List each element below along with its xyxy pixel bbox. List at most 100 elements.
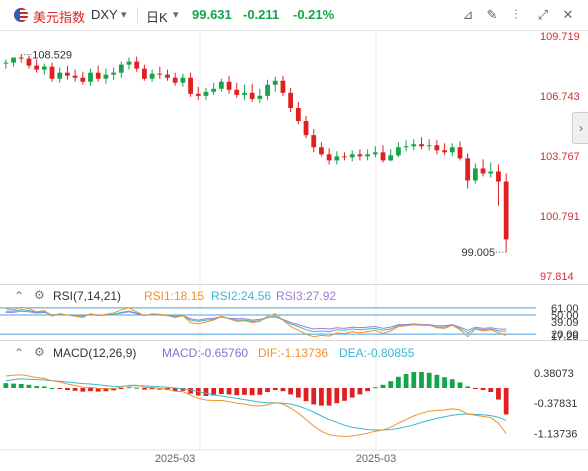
macd-histogram-bar [442,377,447,388]
macd-histogram-bar [118,388,124,389]
candle-body [57,72,63,79]
candle-body [26,58,32,66]
candle-body [434,145,440,151]
macd-histogram-bar [465,386,471,388]
candle-body [265,84,270,96]
macd-axis-label: -0.37831 [534,398,577,410]
macd-histogram-bar [49,388,55,389]
candle-body [449,147,455,153]
macd-histogram-bar [357,388,363,395]
macd-histogram-bar [242,388,247,395]
candle-body [149,73,155,79]
instrument-name: 美元指数 [33,10,86,25]
pane-divider [0,340,588,341]
macd-histogram-bar [234,388,240,396]
close-icon[interactable]: ✕ [562,7,574,22]
chevron-right-icon[interactable]: › [572,112,588,144]
candle-body [165,74,170,78]
rsi1-value: RSI1:18.15 [144,289,205,303]
rsi-indicator-name: RSI(7,14,21) [53,289,122,303]
settings-icon[interactable]: ⚙ [34,288,45,302]
macd-histogram-bar [326,388,332,406]
candle-body [126,61,132,65]
macd-histogram-bar [434,374,440,388]
candle-body [465,158,471,181]
last-price: 99.631 [192,7,232,22]
candle-body [388,155,394,161]
price-axis-label: 100.791 [540,211,580,223]
indicator-icon[interactable]: ⫶ [514,7,518,22]
candle-body [403,146,409,148]
low-price-label: 99.005 [461,247,495,259]
macd-histogram-bar [426,372,432,388]
candle-body [118,64,124,73]
price-axis-label: 97.814 [540,271,574,283]
symbol-selector[interactable]: DXY [91,7,118,22]
candle-body [134,61,140,69]
macd-histogram-bar [34,386,40,388]
candle-body [426,145,432,147]
candle-body [272,80,278,85]
candle-body [319,147,324,155]
macd-histogram-bar [26,384,32,388]
candle-body [357,154,363,157]
chart-style-icon[interactable]: ⊿ [462,7,474,22]
candle-body [503,181,509,240]
macd-histogram-bar [211,388,217,396]
settings-icon[interactable]: ⚙ [34,345,45,359]
candle-body [11,57,16,63]
candle-body [257,95,263,99]
timeframe-selector[interactable]: 日K [146,10,168,25]
macd-histogram-bar [272,388,278,390]
rsi2-line [5,309,507,334]
macd-histogram-bar [419,372,424,388]
candle-body [472,168,478,181]
candle-body [65,72,70,76]
rsi-axis-label: 50.00 [551,310,579,322]
candle-body [226,81,232,90]
macd-histogram-bar [319,388,324,406]
candle-body [303,121,309,136]
collapse-icon[interactable]: ⌃ [14,289,25,303]
rsi-axis-label: 61.00 [551,303,579,315]
macd-histogram-bar [142,388,147,390]
macd-histogram-bar [303,388,309,402]
rsi-axis-label: 20.00 [551,329,579,341]
macd-histogram-bar [72,388,78,391]
candle-body [88,72,93,82]
candle-body [419,144,424,147]
candle-body [111,72,116,75]
macd-histogram-bar [126,387,132,389]
macd-histogram-bar [457,382,463,388]
candle-body [142,68,147,79]
dif-line [5,374,507,437]
candle-body [396,147,401,156]
macd-histogram-bar [365,388,370,392]
chevron-down-icon[interactable]: ▾ [121,9,127,21]
candle-body [365,154,370,157]
dea-line [5,378,507,431]
macd-histogram-bar [349,388,355,398]
candle-body [195,93,201,96]
candle-body [157,73,163,75]
macd-histogram-bar [11,383,16,388]
macd-histogram-bar [280,388,286,392]
macd-histogram-bar [480,388,486,390]
macd-histogram-bar [3,383,9,388]
collapse-icon[interactable]: ⌃ [14,346,25,360]
draw-icon[interactable]: ✎ [486,7,498,22]
macd-histogram-bar [95,388,101,392]
fullscreen-icon[interactable]: ⤢ [537,7,549,22]
x-axis-label: 2025-03 [155,453,195,465]
macd-histogram-bar [342,388,347,401]
macd-histogram-bar [149,388,155,390]
candle-body [34,65,40,70]
price-change: -0.211 [243,7,280,22]
macd-histogram-bar [188,388,193,394]
us-flag-icon [14,8,28,22]
chevron-down-icon[interactable]: ▾ [173,9,179,21]
candle-body [496,171,501,182]
macd-histogram-bar [249,388,255,396]
candle-body [203,91,209,96]
